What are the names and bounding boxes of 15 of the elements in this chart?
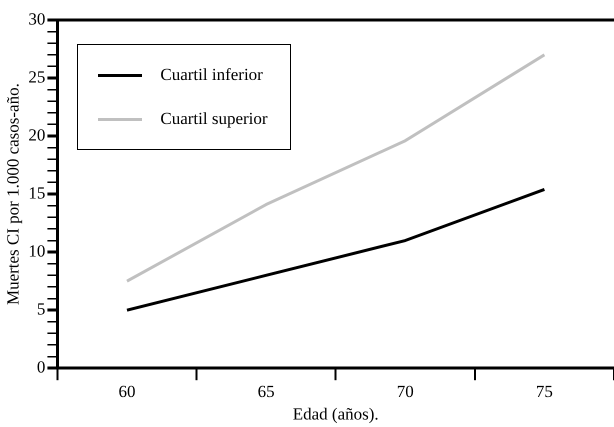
y-tick-label: 30 bbox=[28, 9, 46, 28]
y-tick-label: 20 bbox=[28, 126, 46, 145]
y-tick-label: 25 bbox=[28, 68, 46, 86]
x-tick-label: 65 bbox=[258, 382, 275, 401]
y-axis-title: Muertes CI por 1.000 casos-año. bbox=[4, 83, 23, 306]
x-tick-label: 75 bbox=[536, 382, 553, 401]
y-tick-label: 0 bbox=[36, 358, 46, 377]
x-tick-label: 60 bbox=[118, 382, 136, 401]
x-tick-label: 70 bbox=[396, 382, 414, 401]
x-axis-title: Edad (años). bbox=[292, 404, 379, 424]
y-tick-label: 5 bbox=[36, 300, 46, 319]
y-tick-label: 15 bbox=[28, 184, 46, 203]
legend-label: Cuartil inferior bbox=[160, 65, 263, 85]
y-tick-label: 10 bbox=[28, 242, 46, 261]
legend-label: Cuartil superior bbox=[160, 109, 268, 129]
